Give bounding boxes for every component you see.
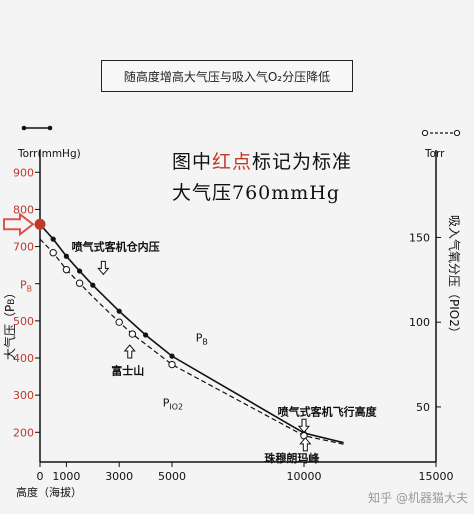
series-pio2-point (300, 432, 308, 440)
annotation-line-1: 图中红点标记为标准 (172, 147, 352, 174)
left-tick-label: 900 (13, 166, 34, 179)
annotation-line-1-after: 标记为标准 (252, 151, 353, 173)
annotation-label: 珠穆朗玛峰 (264, 451, 320, 465)
right-tick-label: 50 (416, 401, 430, 414)
x-tick-label: 3000 (105, 470, 133, 483)
left-tick-label-pb: PB (20, 279, 32, 294)
x-tick-label: 15000 (419, 470, 454, 483)
x-axis-label: 高度（海拔） (16, 485, 82, 499)
series-pio2-point (115, 318, 123, 326)
series-pb-point (77, 268, 83, 274)
annotation-line-2: 大气压760mmHg (172, 182, 341, 204)
series-label-pio2: PIO2 (163, 396, 183, 411)
left-axis-unit: Torr(mmHg) (17, 148, 81, 160)
x-tick-label: 0 (37, 470, 44, 483)
right-tick-label: 100 (409, 316, 430, 329)
fuji-arrow (123, 344, 136, 359)
highlight-point (34, 218, 46, 230)
annotation-red-word: 红点 (212, 151, 253, 173)
left-tick-label: 700 (13, 241, 34, 254)
series-pb-line (39, 223, 344, 444)
series-pb-point (143, 332, 149, 338)
series-pio2-point (168, 360, 176, 369)
left-tick-label: 300 (13, 389, 34, 402)
series-pio2-point (62, 265, 71, 274)
series-pio2-point (128, 330, 137, 338)
series-pb-point (169, 353, 175, 359)
left-axis-label: 大气压（PB） (2, 287, 17, 360)
series-pb-point (90, 282, 96, 288)
watermark: 知乎 @机器猫大夫 (368, 491, 468, 505)
series-pb-point (50, 236, 56, 242)
flight-altitude-arrow (297, 418, 311, 434)
series-pio2-point (49, 249, 57, 257)
legend-open-dot-start (421, 129, 429, 137)
cabin-pressure-arrow (97, 260, 110, 276)
right-tick-label: 150 (409, 231, 430, 244)
x-tick-label: 1000 (52, 470, 80, 483)
legend-solid-dot-start (21, 125, 27, 131)
left-tick-label: 500 (13, 315, 34, 328)
right-axis-unit: Torr (424, 148, 445, 160)
left-tick-label: 200 (13, 426, 34, 439)
left-tick-label: 400 (13, 352, 34, 365)
x-tick-label: 5000 (158, 470, 186, 483)
series-label-pb: PB (196, 331, 208, 346)
series-pio2-point (75, 279, 84, 287)
series-pio2-line (39, 238, 344, 445)
annotation-label: 喷气式客机仓内压 (72, 239, 160, 253)
highlight-arrow (3, 212, 35, 237)
annotation-label: 富士山 (111, 364, 144, 378)
left-tick-label: 800 (13, 203, 34, 216)
series-pb-point (116, 308, 122, 314)
annotation-line-1-before: 图中 (172, 151, 213, 173)
annotation-label: 喷气式客机飞行高度 (278, 405, 378, 419)
legend-open-dot-end (453, 129, 461, 137)
legend-solid-dot-end (47, 125, 53, 131)
x-tick-label: 10000 (287, 470, 322, 483)
chart-title: 随高度增高大气压与吸入气O₂分压降低 (101, 60, 353, 92)
series-pb-point (63, 253, 69, 259)
everest-arrow (299, 437, 312, 452)
right-axis-label: 吸入气氧分压（PIO2） (447, 215, 462, 339)
